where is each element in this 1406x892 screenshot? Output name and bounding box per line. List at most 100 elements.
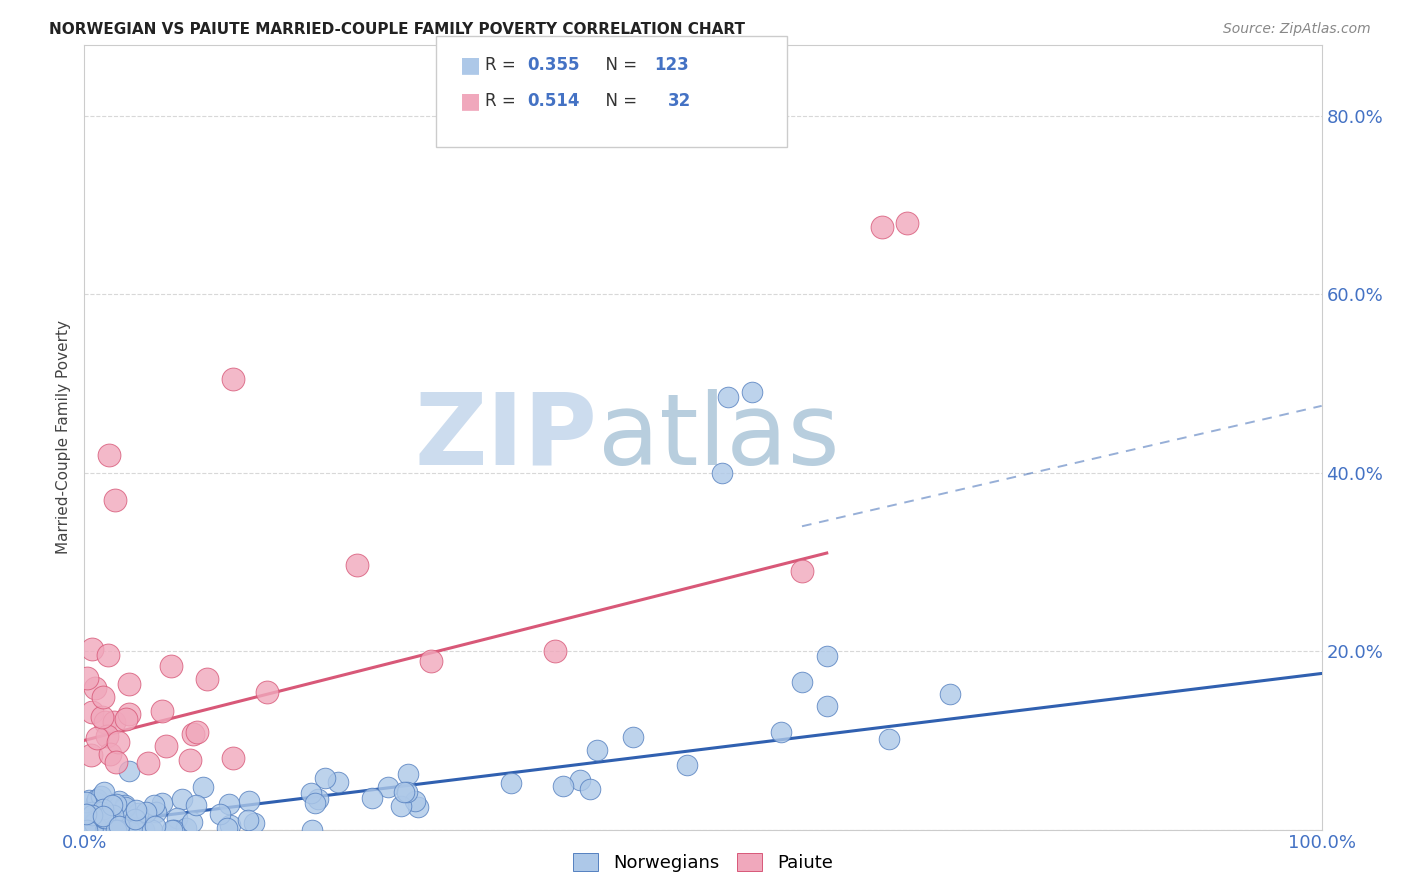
Point [551,780,574,794]
Point [790,564,813,578]
Point [97,648,120,663]
Text: 32: 32 [668,92,692,110]
Point [84,795,107,809]
Point [155,739,177,753]
Point [396,766,419,780]
Point [579,781,602,796]
Point [118,822,141,837]
Point [96,814,118,829]
Point [86,731,108,745]
Point [93,813,115,827]
Point [127,805,149,820]
Point [77,822,100,837]
Point [191,780,214,794]
Point [360,791,382,805]
Point [89,822,111,837]
Point [238,813,260,827]
Text: Source: ZipAtlas.com: Source: ZipAtlas.com [1223,22,1371,37]
Point [135,805,157,819]
Point [94,714,117,729]
Point [170,792,193,806]
Point [872,220,894,235]
Point [76,822,98,837]
Point [76,672,98,686]
Point [162,822,184,837]
Point [107,819,129,833]
Point [215,822,238,836]
Text: 123: 123 [654,56,689,74]
Point [98,747,121,761]
Point [394,785,416,799]
Point [90,805,112,820]
Point [79,822,101,837]
Point [790,675,813,690]
Point [621,730,644,744]
Point [159,659,181,673]
Point [118,706,141,721]
Point [499,776,522,790]
Point [96,816,118,830]
Point [877,732,900,747]
Point [105,822,128,837]
Point [84,822,107,837]
Point [163,822,186,837]
Point [143,797,166,812]
Text: ■: ■ [460,55,481,75]
Point [101,797,124,812]
Point [238,794,260,808]
Point [815,698,838,713]
Point [145,805,167,819]
Point [94,822,117,837]
Point [100,814,122,828]
Point [114,799,136,814]
Point [107,735,129,749]
Point [114,797,136,812]
Text: N =: N = [595,56,643,74]
Point [101,822,124,837]
Point [82,705,104,719]
Point [86,792,108,806]
Text: ZIP: ZIP [415,389,598,485]
Point [84,681,107,696]
Point [77,793,100,807]
Point [741,385,763,400]
Point [97,822,120,837]
Point [314,772,336,786]
Point [181,727,204,741]
Point [103,715,125,730]
Point [419,654,441,668]
Point [543,644,565,658]
Point [179,752,201,766]
Point [101,811,124,825]
Point [77,822,100,837]
Point [76,822,98,837]
Point [107,794,129,808]
Text: R =: R = [485,92,522,110]
Point [132,822,155,837]
Point [770,724,793,739]
Point [91,809,114,823]
Point [195,673,218,687]
Point [90,814,112,828]
Point [84,822,107,837]
Text: NORWEGIAN VS PAIUTE MARRIED-COUPLE FAMILY POVERTY CORRELATION CHART: NORWEGIAN VS PAIUTE MARRIED-COUPLE FAMIL… [49,22,745,37]
Point [98,819,121,833]
Point [676,757,699,772]
Point [80,807,103,822]
Point [93,785,115,799]
Point [96,729,118,743]
Point [104,814,127,828]
Point [80,747,103,762]
Point [83,822,105,837]
Point [87,815,110,830]
Point [222,372,245,386]
Point [136,756,159,770]
Point [86,822,108,837]
Point [141,822,163,837]
Point [80,641,103,656]
Point [83,822,105,837]
Point [301,822,323,837]
Point [395,785,418,799]
Point [406,800,429,814]
Point [101,807,124,822]
